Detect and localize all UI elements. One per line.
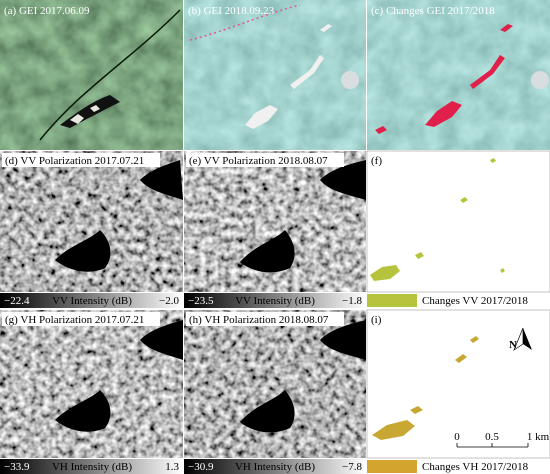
colorbar-min: −22.4 (4, 295, 30, 307)
colorbar-max: −2.0 (159, 295, 179, 307)
scale-label: 1 km (527, 431, 550, 443)
panel-label: (b) GEI 2018.09.23 (188, 5, 275, 17)
colorbar-title: VH Intensity (dB) (52, 461, 132, 473)
north-label: N (509, 339, 517, 351)
legend-label: Changes VH 2017/2018 (422, 461, 529, 473)
scale-bar (456, 443, 529, 448)
optical-images (0, 0, 550, 150)
panel-label: (g) VH Polarization 2017.07.21 (5, 314, 144, 326)
colorbar-min: −23.5 (188, 295, 214, 307)
colorbar-min: −33.9 (4, 461, 30, 473)
panel-label: (d) VV Polarization 2017.07.21 (5, 155, 144, 167)
colorbar-max: −1.8 (342, 295, 362, 307)
colorbar-max: −7.8 (342, 461, 362, 473)
colorbar-title: VV Intensity (dB) (52, 295, 132, 307)
colorbars-vv: −22.4 VV Intensity (dB) −2.0 −23.5 VV In… (0, 293, 528, 308)
vv-images (0, 150, 550, 293)
colorbars-vh: −33.9 VH Intensity (dB) 1.3 −30.9 VH Int… (0, 459, 529, 474)
panel-label: (c) Changes GEI 2017/2018 (371, 5, 495, 17)
panel-labels-top: (a) GEI 2017.06.09 (b) GEI 2018.09.23 (c… (4, 5, 495, 17)
colorbar-title: VH Intensity (dB) (235, 461, 315, 473)
colorbar-min: −30.9 (188, 461, 214, 473)
panel-labels-bottom: (g) VH Polarization 2017.07.21 (h) VH Po… (2, 312, 382, 326)
panel-label: (a) GEI 2017.06.09 (4, 5, 90, 17)
north-arrow: N (509, 327, 532, 351)
legend-label: Changes VV 2017/2018 (422, 295, 528, 307)
panel-labels-mid: (d) VV Polarization 2017.07.21 (e) VV Po… (2, 153, 382, 167)
scale-label: 0 (454, 431, 460, 443)
panel-label: (i) (371, 314, 382, 326)
vh-images (0, 309, 550, 459)
panel-label: (h) VH Polarization 2018.08.07 (189, 314, 329, 326)
panel-label: (f) (371, 155, 382, 167)
scale-label: 0.5 (485, 431, 499, 443)
panel-label: (e) VV Polarization 2018.08.07 (189, 155, 328, 167)
colorbar-max: 1.3 (165, 461, 179, 473)
colorbar-title: VV Intensity (dB) (235, 295, 315, 307)
